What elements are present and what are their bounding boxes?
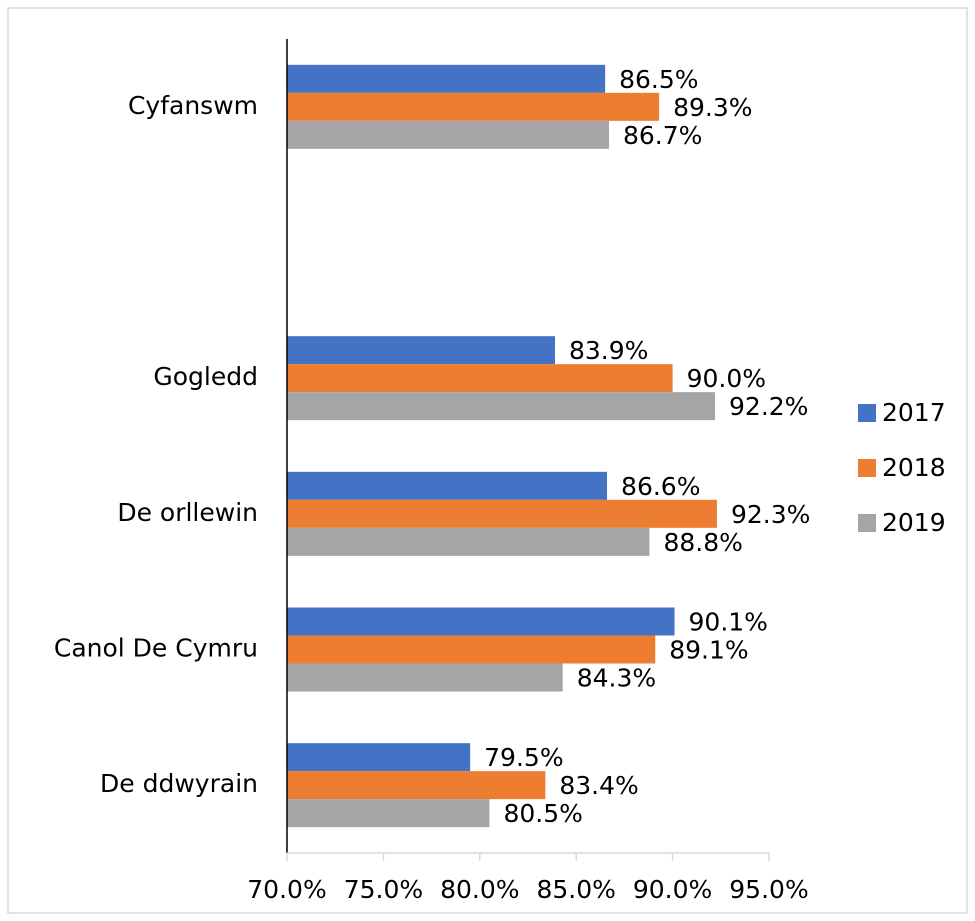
data-label: 92.3% bbox=[731, 500, 810, 529]
y-tick-label: De orllewin bbox=[117, 498, 258, 527]
legend-swatch bbox=[858, 514, 876, 532]
legend-swatch bbox=[858, 459, 876, 477]
data-label: 86.7% bbox=[623, 121, 702, 150]
data-label: 90.1% bbox=[689, 608, 768, 637]
data-label: 80.5% bbox=[503, 799, 582, 828]
data-label: 92.2% bbox=[729, 392, 808, 421]
legend-swatch bbox=[858, 404, 876, 422]
legend-label: 2017 bbox=[882, 398, 946, 427]
data-label: 83.4% bbox=[559, 771, 638, 800]
bar bbox=[287, 499, 717, 528]
data-label: 89.3% bbox=[673, 93, 752, 122]
x-tick-label: 80.0% bbox=[440, 875, 519, 904]
bar bbox=[287, 364, 673, 393]
bar bbox=[287, 607, 675, 636]
x-tick-label: 85.0% bbox=[536, 875, 615, 904]
bar bbox=[287, 471, 608, 500]
bar bbox=[287, 663, 563, 692]
data-label: 86.6% bbox=[621, 472, 700, 501]
data-label: 88.8% bbox=[663, 528, 742, 557]
legend-label: 2019 bbox=[882, 508, 946, 537]
bar bbox=[287, 64, 606, 93]
chart-border bbox=[7, 7, 968, 914]
data-label: 90.0% bbox=[687, 364, 766, 393]
data-label: 89.1% bbox=[669, 636, 748, 665]
data-label: 79.5% bbox=[484, 743, 563, 772]
data-label: 86.5% bbox=[619, 65, 698, 94]
data-label: 84.3% bbox=[577, 664, 656, 693]
bar bbox=[287, 392, 716, 421]
x-tick-label: 70.0% bbox=[247, 875, 326, 904]
bar bbox=[287, 771, 546, 800]
bar bbox=[287, 635, 656, 664]
y-tick-label: Canol De Cymru bbox=[54, 634, 258, 663]
bar bbox=[287, 336, 555, 365]
y-tick-label: Cyfanswm bbox=[128, 91, 258, 120]
bar bbox=[287, 527, 650, 556]
bar bbox=[287, 92, 660, 121]
bar bbox=[287, 743, 471, 772]
x-tick-label: 95.0% bbox=[729, 875, 808, 904]
y-tick-label: Gogledd bbox=[153, 362, 258, 391]
bar bbox=[287, 120, 609, 149]
legend-label: 2018 bbox=[882, 453, 946, 482]
data-label: 83.9% bbox=[569, 336, 648, 365]
x-tick-label: 90.0% bbox=[633, 875, 712, 904]
y-tick-label: De ddwyrain bbox=[100, 769, 258, 798]
bar bbox=[287, 799, 490, 828]
x-tick-label: 75.0% bbox=[344, 875, 423, 904]
